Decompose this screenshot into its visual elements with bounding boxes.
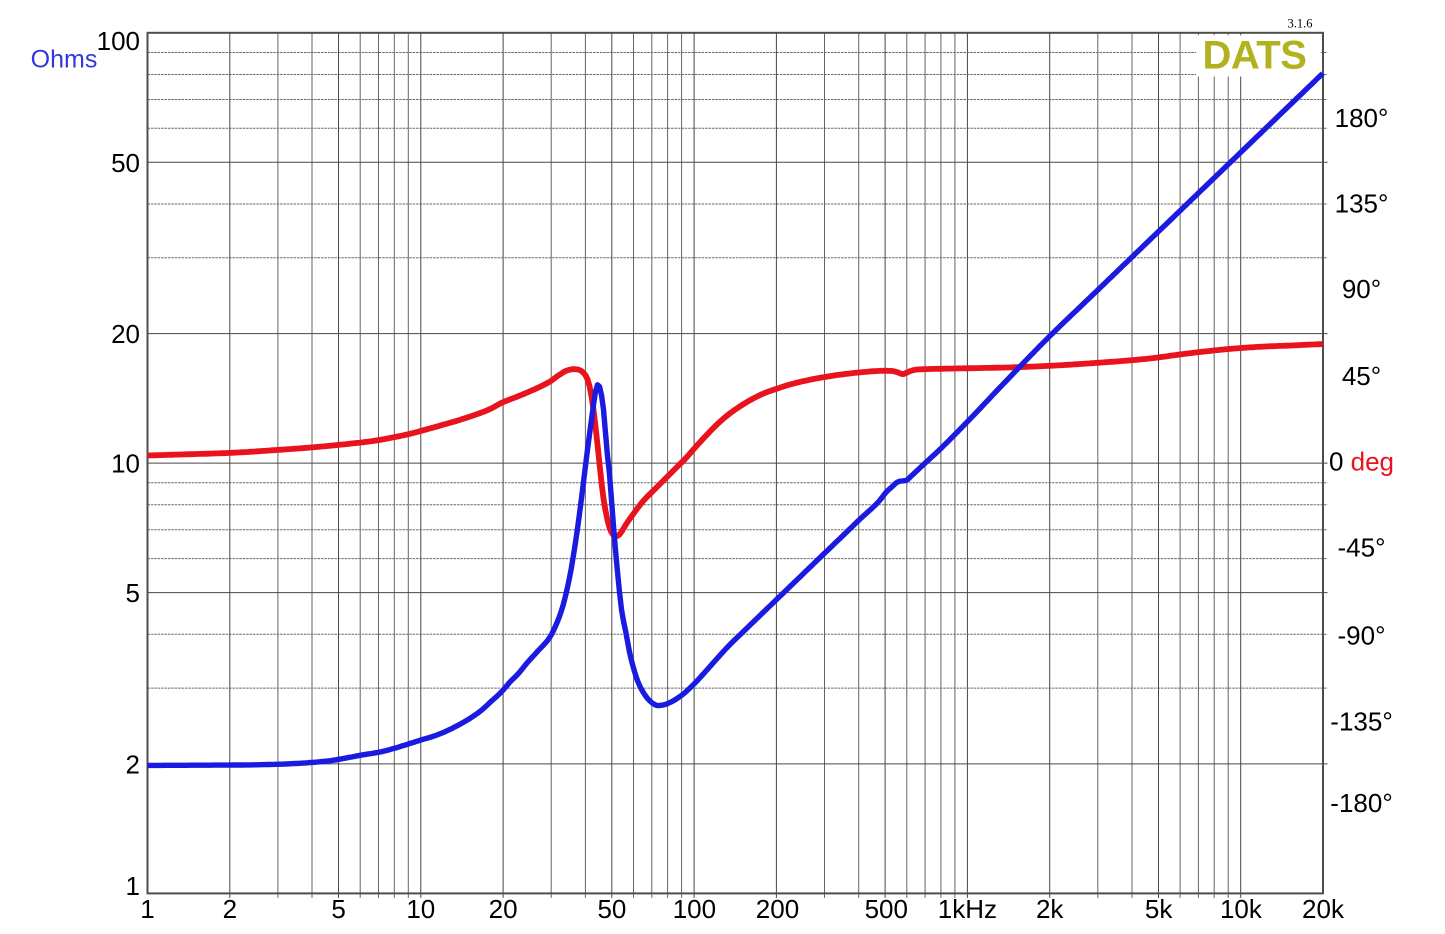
svg-text:180°: 180°: [1335, 103, 1389, 133]
svg-text:2: 2: [126, 749, 140, 779]
svg-text:100: 100: [97, 26, 140, 56]
svg-text:45°: 45°: [1342, 361, 1381, 391]
svg-text:500: 500: [865, 894, 908, 924]
svg-text:1: 1: [140, 894, 154, 924]
svg-text:100: 100: [673, 894, 716, 924]
svg-text:135°: 135°: [1335, 188, 1389, 218]
svg-text:20k: 20k: [1302, 894, 1345, 924]
svg-text:10k: 10k: [1220, 894, 1263, 924]
svg-text:-135°: -135°: [1330, 707, 1392, 737]
svg-text:-90°: -90°: [1338, 620, 1386, 650]
svg-text:5: 5: [331, 894, 345, 924]
svg-text:20: 20: [489, 894, 518, 924]
svg-text:5: 5: [126, 578, 140, 608]
svg-text:DATS: DATS: [1203, 34, 1307, 78]
svg-text:20: 20: [111, 319, 140, 349]
svg-text:2k: 2k: [1036, 894, 1064, 924]
svg-text:200: 200: [756, 894, 799, 924]
svg-text:Ohms: Ohms: [31, 46, 98, 74]
svg-text:1kHz: 1kHz: [938, 894, 997, 924]
svg-text:10: 10: [111, 449, 140, 479]
svg-text:50: 50: [111, 148, 140, 178]
svg-text:50: 50: [597, 894, 626, 924]
svg-text:3.1.6: 3.1.6: [1288, 17, 1313, 31]
svg-text:-180°: -180°: [1330, 788, 1392, 818]
svg-text:5k: 5k: [1145, 894, 1173, 924]
svg-text:10: 10: [406, 894, 435, 924]
svg-text:90°: 90°: [1342, 274, 1381, 304]
svg-text:0 deg: 0 deg: [1329, 447, 1394, 477]
svg-text:2: 2: [223, 894, 237, 924]
svg-text:-45°: -45°: [1338, 533, 1386, 563]
svg-text:1: 1: [126, 871, 140, 901]
